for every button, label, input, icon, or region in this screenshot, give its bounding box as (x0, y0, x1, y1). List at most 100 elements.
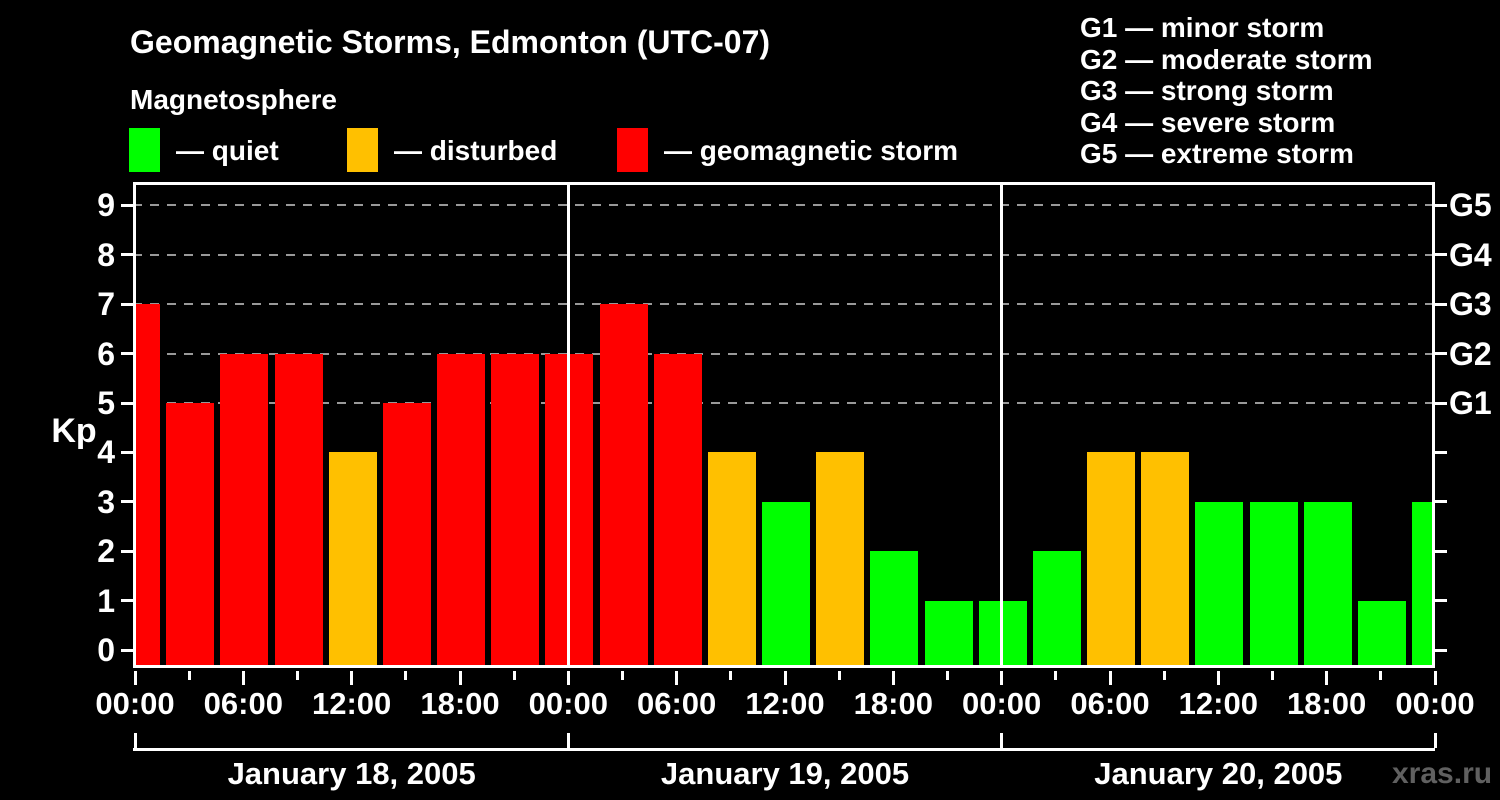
x-minor-tick (512, 671, 516, 680)
plot-area (133, 182, 1435, 668)
legend-label-quiet: — quiet (176, 135, 279, 166)
right-tick (1435, 352, 1447, 356)
x-minor-tick (1379, 671, 1383, 680)
x-major-tick (458, 671, 462, 685)
x-major-tick (891, 671, 895, 685)
y-axis-title: Kp (51, 412, 97, 450)
disturbed-swatch-icon (347, 128, 378, 172)
kp-bar (762, 501, 810, 668)
x-minor-tick (946, 671, 949, 680)
kp-bar (870, 551, 919, 668)
kp-bar (1303, 501, 1352, 668)
x-major-tick (1000, 671, 1004, 685)
right-tick (1435, 203, 1447, 207)
kp-bar (382, 403, 431, 668)
chart-subtitle: Magnetosphere (130, 84, 337, 115)
x-tick-label: 00:00 (528, 686, 608, 721)
right-tick (1435, 302, 1447, 306)
g-scale-label: G1 (1449, 385, 1492, 421)
g5-legend-line: G5 — extreme storm (1080, 138, 1354, 169)
y-tick (121, 352, 133, 356)
g-scale-legend: G1 — minor storm G2 — moderate storm G3 … (1080, 12, 1373, 170)
kp-bar (328, 452, 377, 668)
kp-bar (1357, 600, 1406, 668)
storm-swatch-icon (617, 128, 648, 172)
y-tick (121, 253, 133, 257)
right-tick (1435, 401, 1447, 405)
y-tick (121, 401, 133, 405)
y-tick (121, 302, 133, 306)
x-major-tick (1216, 671, 1220, 685)
kp-bar (220, 353, 269, 668)
kp-bar (653, 353, 702, 668)
date-bracket (133, 748, 1435, 751)
x-tick-label: 00:00 (1395, 686, 1475, 721)
date-bracket-tick (1000, 733, 1004, 748)
y-tick (121, 648, 133, 652)
g-scale-label: G4 (1449, 236, 1492, 273)
x-tick-label: 00:00 (962, 686, 1042, 721)
legend-label-disturbed: — disturbed (394, 135, 558, 166)
y-tick (121, 450, 133, 454)
x-major-tick (241, 671, 245, 685)
y-tick-label: 3 (97, 483, 115, 520)
kp-bar (491, 353, 540, 668)
gridline-kp8 (133, 253, 1435, 256)
gridline-kp7 (133, 303, 1435, 306)
date-label: January 20, 2005 (1094, 756, 1343, 791)
g3-legend-line: G3 — strong storm (1080, 75, 1334, 106)
day-separator-line (1000, 182, 1004, 668)
y-tick (121, 599, 133, 603)
right-tick (1435, 253, 1447, 257)
gridline-kp9 (133, 204, 1435, 207)
x-minor-tick (1271, 671, 1274, 680)
x-minor-tick (621, 671, 624, 680)
y-tick-label: 6 (97, 335, 115, 372)
right-tick (1435, 549, 1447, 553)
date-label: January 19, 2005 (660, 756, 910, 791)
quiet-swatch-icon (129, 128, 160, 172)
y-tick (121, 203, 133, 207)
x-major-tick (350, 671, 354, 685)
date-bracket-tick (133, 733, 137, 748)
g-scale-label: G3 (1449, 286, 1492, 323)
x-minor-tick (729, 671, 733, 680)
kp-bar (1195, 501, 1244, 668)
y-tick-label: 9 (97, 187, 115, 224)
x-tick-label: 00:00 (95, 686, 175, 721)
x-major-tick (783, 671, 787, 685)
x-minor-tick (837, 671, 841, 680)
kp-bar (1032, 551, 1081, 668)
x-major-tick (1325, 671, 1329, 685)
x-minor-tick (1162, 671, 1166, 680)
kp-bar (707, 452, 756, 668)
kp-bar (599, 304, 648, 668)
right-tick (1435, 599, 1447, 603)
date-label: January 18, 2005 (227, 756, 476, 791)
x-tick-label: 06:00 (203, 686, 283, 721)
kp-bar (1249, 501, 1298, 668)
g1-legend-line: G1 — minor storm (1080, 12, 1325, 43)
g-scale-label: G5 (1449, 187, 1492, 224)
y-tick (121, 549, 133, 553)
kp-bar (1141, 452, 1190, 668)
x-tick-label: 06:00 (1070, 686, 1150, 721)
y-tick-label: 7 (97, 286, 115, 323)
x-tick-label: 06:00 (637, 686, 717, 721)
x-minor-tick (1054, 671, 1058, 680)
kp-bar (924, 600, 973, 668)
x-minor-tick (296, 671, 299, 680)
x-major-tick (133, 671, 137, 685)
x-tick-label: 18:00 (1287, 686, 1367, 721)
right-tick (1435, 500, 1447, 504)
date-bracket-tick (566, 733, 570, 748)
plot-frame (133, 182, 1435, 668)
x-major-tick (566, 671, 570, 685)
x-minor-tick (187, 671, 191, 680)
kp-bar (1087, 452, 1135, 668)
watermark: xras.ru (1392, 757, 1493, 790)
x-major-tick (1108, 671, 1112, 685)
gridline-kp6 (133, 352, 1435, 355)
x-tick-label: 12:00 (312, 686, 392, 721)
y-tick-label: 5 (97, 385, 115, 421)
